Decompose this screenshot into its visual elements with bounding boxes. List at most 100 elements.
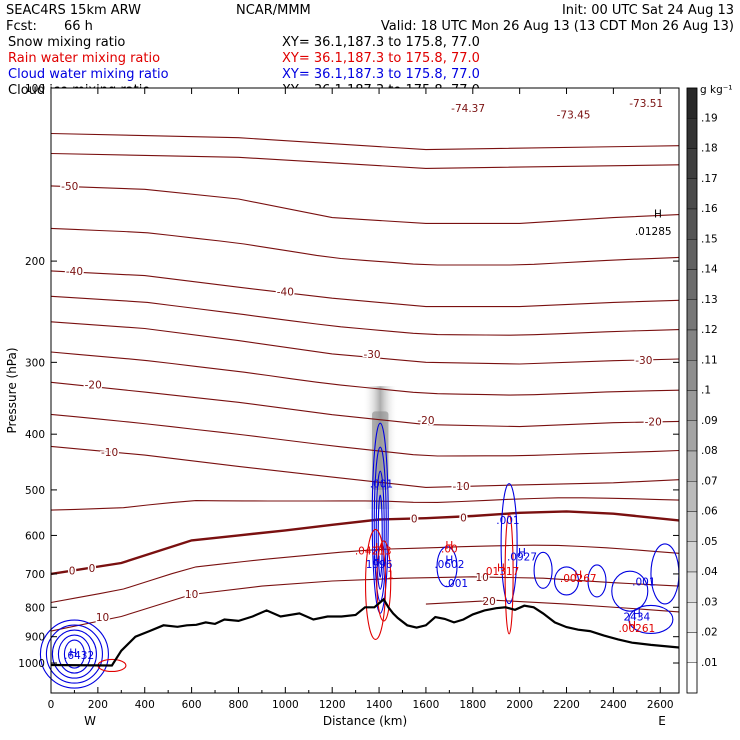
isotherm-line xyxy=(50,497,680,511)
colorbar-label: .02 xyxy=(701,627,718,639)
cloud-water-contour xyxy=(587,564,607,598)
colorbar-swatch xyxy=(686,571,698,603)
isotherm-line xyxy=(50,227,680,266)
colorbar-swatch xyxy=(686,420,698,452)
h-marker: H xyxy=(445,540,453,552)
upper-temperature-label: -74.37 xyxy=(451,103,485,115)
colorbar-label: .07 xyxy=(701,475,718,487)
cloud-value-label: .04213 xyxy=(355,546,392,558)
cloud-value-label: .001 xyxy=(370,478,393,490)
contour-label: 0 xyxy=(89,563,96,575)
h-marker: H xyxy=(574,570,582,582)
contour-label: 0 xyxy=(460,512,467,524)
isotherm-line xyxy=(50,295,680,336)
isotherm-line xyxy=(50,270,680,308)
contour-label: 10 xyxy=(185,589,198,601)
colorbar-label: .04 xyxy=(701,566,718,578)
x-tick-label: 1800 xyxy=(459,699,486,711)
y-tick-label: 900 xyxy=(25,632,45,644)
colorbar-label: .1 xyxy=(701,385,711,397)
cloud-value-label: .01317 xyxy=(483,566,520,578)
colorbar-swatch xyxy=(686,269,698,300)
colorbar-label: .16 xyxy=(701,203,718,215)
cloud-value-label: .0927 xyxy=(507,551,537,563)
cloud-water-contour xyxy=(377,494,383,578)
contour-label: 0 xyxy=(69,565,76,577)
contour-label: -20 xyxy=(85,380,102,392)
y-tick-label: 400 xyxy=(25,429,45,441)
cloud-value-label: 2434 xyxy=(623,611,650,623)
colorbar-label: .08 xyxy=(701,445,718,457)
cloud-value-label: .00 xyxy=(441,544,458,556)
colorbar-swatch xyxy=(686,118,698,149)
contour-label: -10 xyxy=(101,447,118,459)
field-label: Snow mixing ratio xyxy=(8,35,125,50)
y-tick-label: 700 xyxy=(25,569,45,581)
isotherm-line xyxy=(50,510,680,576)
isotherm-line xyxy=(50,413,680,457)
colorbar-label: .18 xyxy=(701,143,718,155)
center-label: NCAR/MMM xyxy=(236,3,311,18)
y-tick-label: 1000 xyxy=(18,658,45,670)
cloud-value-label: 1 xyxy=(387,570,394,582)
isotherm-line xyxy=(50,185,680,224)
colorbar-label: .05 xyxy=(701,536,718,548)
colorbar-swatch xyxy=(686,481,698,512)
y-tick-label: 300 xyxy=(25,357,45,369)
contour-label: -10 xyxy=(452,481,469,493)
y-tick-label: 600 xyxy=(25,530,45,542)
rain-water-contour xyxy=(364,528,387,640)
colorbar-swatch xyxy=(686,208,698,240)
x-tick-label: 1200 xyxy=(319,699,346,711)
isotherm-line xyxy=(50,381,680,428)
colorbar-label: .06 xyxy=(701,506,718,518)
x-tick-label: 400 xyxy=(135,699,155,711)
cloud-water-contour xyxy=(57,634,91,674)
colorbar-frame xyxy=(686,87,698,694)
contour-label: -40 xyxy=(66,266,83,278)
cloud-water-contour xyxy=(628,604,674,635)
cloud-value-label: .00267 xyxy=(560,573,597,585)
x-tick-label: 2000 xyxy=(506,699,533,711)
h-marker: H xyxy=(69,648,77,660)
colorbar-label: .11 xyxy=(701,354,718,366)
rain-water-contour xyxy=(504,513,514,635)
cloud-value-label: .001 xyxy=(445,578,468,590)
cloud-water-contour xyxy=(51,629,97,679)
colorbar-swatch xyxy=(686,148,698,179)
colorbar-label: .15 xyxy=(701,233,718,245)
contour-label: -40 xyxy=(277,287,294,299)
colorbar-swatch xyxy=(686,390,698,421)
colorbar-swatch xyxy=(686,662,698,694)
h-marker: H xyxy=(445,555,453,567)
cloud-water-contour xyxy=(533,551,553,589)
x-tick-label: 800 xyxy=(228,699,248,711)
y-tick-label: 500 xyxy=(25,485,45,497)
field-xy: XY= 36.1,187.3 to 175.8, 77.0 xyxy=(282,35,480,50)
colorbar-label: .19 xyxy=(701,112,718,124)
upper-temperature-label: -73.45 xyxy=(557,110,591,122)
x-tick-label: 2600 xyxy=(647,699,674,711)
field-xy: XY= 36.1,187.3 to 175.8, 77.0 xyxy=(282,51,480,66)
cloud-value-label: 1996 xyxy=(366,559,393,571)
contour-label: -50 xyxy=(61,181,78,193)
cloud-value-label: .0602 xyxy=(434,559,464,571)
colorbar-swatch xyxy=(686,602,698,633)
contour-label: -30 xyxy=(635,355,652,367)
isotherm-line xyxy=(50,544,680,604)
x-tick-label: 200 xyxy=(88,699,108,711)
cloud-water-contour xyxy=(63,639,85,669)
field-xy: XY= 36.1,187.3 to 175.8, 77.0 xyxy=(282,67,480,82)
cloud-water-contour xyxy=(371,422,389,614)
cloud-water-contour xyxy=(553,566,580,596)
field-label: Cloud water mixing ratio xyxy=(8,67,169,82)
h-marker: H xyxy=(373,555,381,567)
isotherm-line xyxy=(50,321,680,365)
isotherm-line xyxy=(50,351,680,396)
contour-label: 0 xyxy=(411,514,418,526)
colorbar-label: .03 xyxy=(701,596,718,608)
colorbar-swatch xyxy=(686,178,698,210)
fcst-label: Fcst: xyxy=(6,19,37,34)
colorbar-swatch xyxy=(686,87,698,119)
colorbar-swatch xyxy=(686,511,698,542)
